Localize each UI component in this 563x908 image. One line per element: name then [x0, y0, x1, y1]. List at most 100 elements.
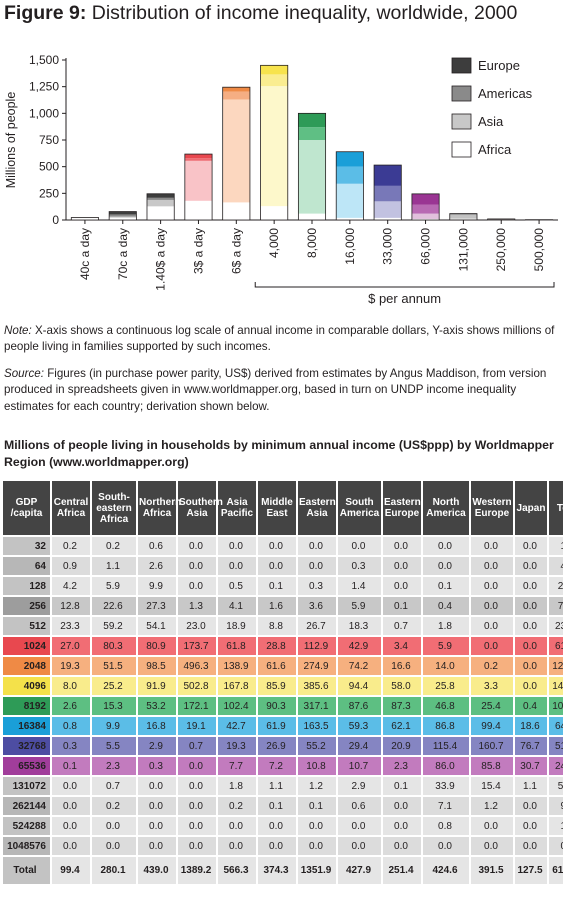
table-cell: 0.1 [423, 577, 469, 595]
bar-segment-asia [222, 99, 250, 203]
x-tick-label: 70c a day [116, 228, 130, 280]
gdp-cell: 128 [3, 577, 50, 595]
table-cell: 1.6 [258, 597, 296, 615]
table-row: 2048 19.3 51.5 98.5 496.3 138.9 61.6 274.9 74.2 1… [3, 657, 563, 675]
table-cell: 0.9 [52, 557, 90, 575]
table-cell: 115.4 [423, 737, 469, 755]
column-header: Asia Pacific [218, 481, 256, 535]
table-cell: 0.0 [178, 837, 216, 855]
table-cell: 2.9 [138, 737, 176, 755]
table-cell: 173.7 [178, 637, 216, 655]
table-cell: 251.4 [383, 857, 421, 884]
table-cell: 76.7 [515, 737, 547, 755]
bar-segment-americas [260, 74, 288, 87]
bar-segment-africa [260, 206, 288, 220]
table-cell: 1246.1 [549, 657, 563, 675]
table-cell: 0.0 [471, 577, 513, 595]
bar-segment-asia [336, 183, 364, 218]
table-cell: 0.3 [338, 557, 381, 575]
bar-segment-africa [298, 213, 326, 220]
table-cell: 87.6 [338, 697, 381, 715]
table-cell: 99.4 [471, 717, 513, 735]
table-cell: 0.0 [298, 557, 336, 575]
table-cell: 138.9 [218, 657, 256, 675]
table-cell: 641.1 [549, 717, 563, 735]
table-cell: 0.0 [258, 537, 296, 555]
table-cell: 26.7 [298, 617, 336, 635]
table-cell: 0.8 [52, 717, 90, 735]
y-tick-label: 0 [52, 213, 59, 227]
table-cell: 85.8 [471, 757, 513, 775]
bar-segment-asia [184, 160, 213, 201]
gdp-cell: 1048576 [3, 837, 50, 855]
table-cell: 0.0 [515, 637, 547, 655]
table-cell: 234.7 [549, 617, 563, 635]
table-cell: 33.9 [423, 777, 469, 795]
column-header: Southern Asia [178, 481, 223, 535]
table-cell: 0.0 [92, 837, 136, 855]
y-axis-label: Millions of people [4, 92, 18, 189]
table-cell: 0.1 [383, 597, 421, 615]
table-cell: 1.8 [218, 777, 256, 795]
table-cell: 86.0 [423, 757, 469, 775]
bar-segment-americas [449, 215, 478, 219]
table-cell: 1.1 [258, 777, 296, 795]
table-cell: 317.1 [298, 697, 336, 715]
table-cell: 54.1 [138, 617, 176, 635]
table-cell: 0.0 [52, 797, 90, 815]
table-cell: 23.0 [178, 617, 216, 635]
table-cell: 62.1 [383, 717, 421, 735]
table-cell: 0.1 [258, 577, 296, 595]
table-cell: 14.0 [423, 657, 469, 675]
table-cell: 0.0 [338, 837, 381, 855]
x-tick-label: 500,000 [532, 228, 546, 272]
table-cell: 424.6 [423, 857, 469, 884]
table-cell: 7.1 [423, 797, 469, 815]
x-tick-label: 1.40$ a day [154, 228, 168, 291]
bar-segment-africa [109, 217, 137, 220]
table-cell: 91.9 [138, 677, 176, 695]
table-cell: 0.0 [258, 817, 296, 835]
table-cell: 2.6 [52, 697, 90, 715]
table-cell: 0.0 [383, 837, 421, 855]
table-cell: 0.0 [423, 557, 469, 575]
table-cell: 4.9 [549, 557, 563, 575]
table-cell: 0.4 [515, 697, 547, 715]
bar-segment-asia [109, 216, 137, 218]
x-tick-label: 250,000 [494, 228, 508, 272]
income-distribution-chart: 0 250 500 750 1,000 1,250 1,500 Millions of peo… [4, 53, 558, 306]
y-tick-label: 1,500 [29, 53, 59, 67]
figure-title: Figure 9: Distribution of income inequal… [4, 2, 517, 25]
x-tick-label: 8,000 [305, 228, 319, 258]
gdp-cell: 16384 [3, 717, 50, 735]
table-cell: 0.3 [52, 737, 90, 755]
table-cell: 4.1 [218, 597, 256, 615]
table-cell: 0.0 [298, 837, 336, 855]
table-cell: 0.0 [218, 537, 256, 555]
y-tick-label: 750 [39, 133, 59, 147]
gdp-cell: 1024 [3, 637, 50, 655]
table-cell: 0.0 [383, 577, 421, 595]
gdp-cell: 131072 [3, 777, 50, 795]
table-cell: 566.3 [218, 857, 256, 884]
x-tick-label: 40c a day [78, 228, 92, 280]
table-cell: 80.3 [92, 637, 136, 655]
table-cell: 20.9 [383, 737, 421, 755]
table-cell: 2.9 [338, 777, 381, 795]
bar-segment-asia [374, 201, 402, 218]
table-cell: 0.0 [138, 797, 176, 815]
table-cell: 0.0 [515, 597, 547, 615]
table-cell: 0.0 [471, 617, 513, 635]
table-row: 320.20.20.60.00.00.00.00.00.00.00.00.01.… [3, 537, 563, 555]
table-cell: 0.0 [515, 537, 547, 555]
table-cell: 2.6 [138, 557, 176, 575]
table-cell: 1.3 [178, 597, 216, 615]
table-cell: 127.5 [515, 857, 547, 884]
table-row: 4096 8.0 25.2 91.9 502.8 167.8 85.9 385.6 94.4 58… [3, 677, 563, 695]
table-row: 131072 0.0 0.7 0.0 0.0 1.8 1.1 1.2 2.9 0.1 33.9 15.… [3, 777, 563, 795]
bar-segment-americas [222, 91, 250, 100]
bar-segment-asia [411, 213, 440, 219]
table-cell: 0.0 [515, 797, 547, 815]
table-cell: 9.9 [138, 577, 176, 595]
table-header-row: GDP /capita Central Africa South-eastern A… [3, 481, 563, 535]
